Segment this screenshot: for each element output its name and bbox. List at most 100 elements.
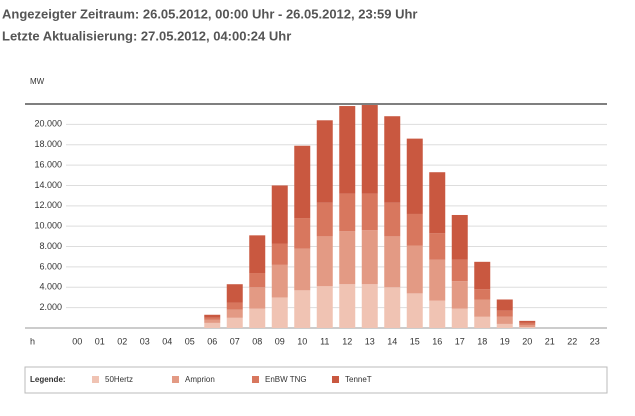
bar-segment [226, 309, 243, 318]
bar-segment [249, 235, 266, 274]
bar-segment [361, 105, 378, 194]
y-tick-label: 6.000 [39, 261, 62, 271]
bar-segment [226, 302, 243, 310]
bar-segment [249, 308, 266, 328]
bar-segment [519, 324, 536, 327]
bar-segment [271, 264, 288, 298]
x-tick-label: 02 [117, 336, 127, 346]
legend-box [24, 366, 608, 394]
bar-segment [339, 193, 356, 232]
legend-swatch [172, 376, 179, 383]
bar-segment [339, 231, 356, 285]
bar-segment [384, 202, 401, 237]
bar-segment [271, 297, 288, 328]
bar-segment [429, 300, 446, 328]
y-tick-label: 16.000 [34, 159, 62, 169]
bar-segment [316, 120, 333, 203]
bar-segment [496, 299, 513, 311]
bar-segment [316, 202, 333, 237]
last-update: Letzte Aktualisierung: 27.05.2012, 04:00… [2, 28, 291, 43]
bar-segment [204, 319, 221, 323]
x-tick-label: 23 [590, 336, 600, 346]
bar-segment [361, 230, 378, 285]
bar-segment [451, 308, 468, 328]
x-tick-label: 00 [72, 336, 82, 346]
bar-segment [204, 314, 221, 318]
x-tick-label: 10 [297, 336, 307, 346]
y-tick-label: 18.000 [34, 139, 62, 149]
legend-label: EnBW TNG [265, 375, 307, 384]
bar-segment [519, 320, 536, 323]
bar-segment [271, 185, 288, 244]
bar-segment [474, 261, 491, 290]
x-tick-label: 22 [567, 336, 577, 346]
bar-segment [451, 259, 468, 282]
bar-segment [294, 145, 311, 219]
legend-swatch [252, 376, 259, 383]
y-tick-label: 4.000 [39, 282, 62, 292]
bar-segment [271, 243, 288, 265]
bar-segment [384, 287, 401, 328]
y-tick-label: 14.000 [34, 180, 62, 190]
y-tick-label: 20.000 [34, 119, 62, 129]
bar-segment [204, 317, 221, 320]
y-tick-label: 8.000 [39, 241, 62, 251]
x-tick-label: 12 [342, 336, 352, 346]
y-tick-label: 10.000 [34, 221, 62, 231]
bar-segment [294, 248, 311, 291]
x-tick-label: 06 [207, 336, 217, 346]
x-tick-label: 11 [320, 336, 329, 346]
x-tick-label: 03 [140, 336, 150, 346]
bar-segment [406, 245, 423, 294]
bar-segment [226, 284, 243, 303]
bar-segment [474, 289, 491, 300]
bar-segment [384, 236, 401, 288]
bar-segment [429, 233, 446, 260]
bar-segment [496, 316, 513, 324]
x-axis-label: h [30, 336, 35, 346]
y-tick-label: 2.000 [39, 302, 62, 312]
bar-segment [429, 172, 446, 234]
x-tick-label: 18 [477, 336, 487, 346]
bar-segment [294, 218, 311, 249]
x-tick-label: 21 [545, 336, 555, 346]
legend-label: 50Hertz [105, 375, 133, 384]
bar-segment [294, 290, 311, 328]
x-tick-label: 13 [365, 336, 375, 346]
legend-label: TenneT [345, 375, 372, 384]
bar-segment [406, 213, 423, 246]
y-tick-label: 12.000 [34, 200, 62, 210]
x-tick-label: 16 [432, 336, 442, 346]
bar-segment [451, 214, 468, 260]
x-tick-label: 09 [275, 336, 285, 346]
bar-segment [406, 138, 423, 214]
bar-segment [249, 287, 266, 309]
period: Angezeigter Zeitraum: 26.05.2012, 00:00 … [2, 6, 417, 21]
legend-title: Legende: [30, 375, 66, 384]
bar-segment [474, 299, 491, 317]
bar-segment [316, 286, 333, 328]
x-tick-label: 01 [95, 336, 105, 346]
bar-segment [316, 236, 333, 287]
bar-segment [339, 284, 356, 328]
x-tick-label: 17 [455, 336, 465, 346]
x-tick-label: 14 [387, 336, 397, 346]
bar-segment [406, 293, 423, 328]
bar-segment [249, 273, 266, 288]
x-tick-label: 05 [185, 336, 195, 346]
legend-label: Amprion [185, 375, 215, 384]
x-tick-label: 20 [522, 336, 532, 346]
x-tick-label: 15 [410, 336, 420, 346]
bar-segment [519, 322, 536, 325]
bar-segment [496, 323, 513, 328]
bar-segment [361, 193, 378, 231]
legend-swatch [332, 376, 339, 383]
bar-segment [429, 259, 446, 301]
x-tick-label: 04 [162, 336, 172, 346]
bar-segment [204, 322, 221, 328]
x-tick-label: 07 [230, 336, 240, 346]
bar-segment [226, 317, 243, 328]
bar-segment [451, 281, 468, 309]
legend-swatch [92, 376, 99, 383]
